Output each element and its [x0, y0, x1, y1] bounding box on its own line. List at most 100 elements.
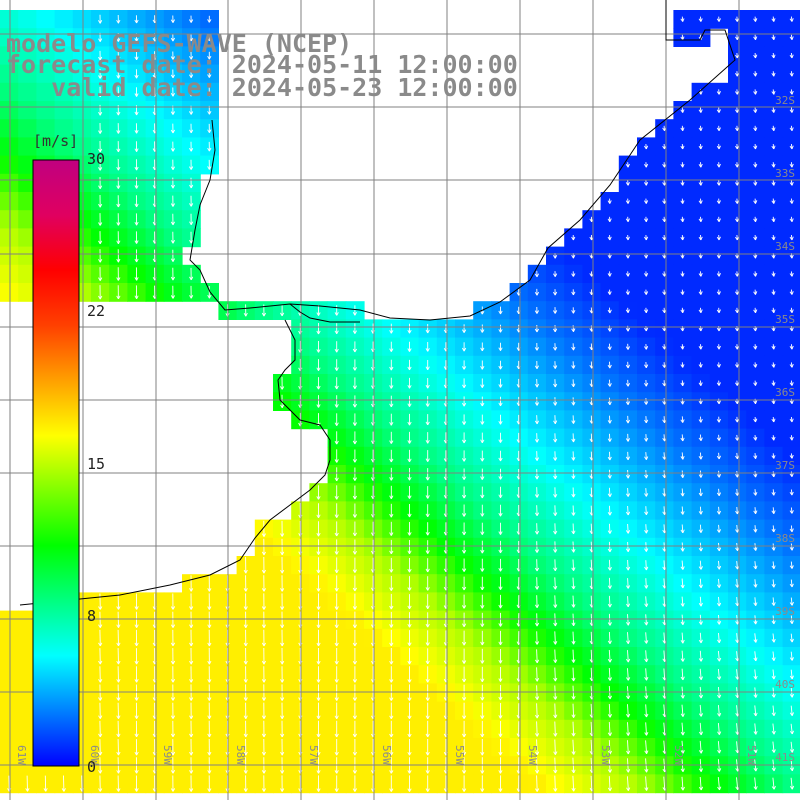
speed-cell [0, 628, 19, 648]
wind-arrow [553, 307, 558, 314]
wind-arrow [789, 52, 794, 59]
wind-speed-field [0, 10, 800, 794]
lon-label: 54W [526, 745, 539, 765]
wind-arrow [189, 267, 194, 281]
wind-arrow [716, 380, 721, 386]
wind-arrow [207, 285, 212, 299]
speed-cell [54, 46, 74, 66]
wind-arrow [571, 397, 576, 406]
wind-arrow [280, 394, 285, 409]
wind-arrow [316, 323, 321, 335]
lat-label: 34S [775, 240, 795, 253]
wind-arrow [680, 344, 685, 350]
wind-arrow [625, 289, 630, 295]
wind-arrow [789, 107, 794, 113]
wind-arrow [680, 362, 685, 368]
wind-arrow [625, 361, 631, 369]
wind-arrow [771, 16, 776, 22]
speed-cell [54, 137, 74, 157]
wind-arrow [407, 323, 412, 334]
wind-arrow [407, 377, 412, 389]
wind-arrow [789, 234, 794, 241]
wind-arrow [753, 198, 758, 204]
wind-arrow [407, 359, 412, 371]
lat-label: 38S [775, 532, 795, 545]
colorbar-unit: [m/s] [33, 132, 79, 150]
wind-arrow [771, 307, 776, 314]
speed-cell [0, 683, 19, 703]
wind-arrow [116, 213, 121, 226]
wind-arrow [753, 34, 758, 41]
wind-arrow [607, 397, 612, 406]
wind-arrow [280, 376, 285, 390]
wind-arrow [116, 285, 121, 300]
wind-arrow [498, 306, 503, 315]
speed-cell [0, 119, 19, 138]
wind-arrow [753, 16, 758, 22]
wind-arrow [425, 378, 430, 389]
lon-label: 53W [599, 745, 612, 765]
wind-arrow [789, 380, 794, 386]
wind-arrow [607, 361, 612, 369]
wind-arrow [753, 107, 758, 113]
speed-cell [72, 46, 92, 66]
speed-cell [54, 101, 74, 120]
wind-arrow [625, 234, 630, 241]
wind-arrow [789, 180, 794, 186]
speed-cell [0, 28, 19, 47]
wind-arrow [553, 397, 558, 406]
wind-arrow [534, 306, 539, 314]
wind-arrow [698, 362, 703, 368]
wind-arrow [716, 216, 721, 223]
wind-arrow [134, 15, 139, 24]
wind-arrow [170, 69, 175, 79]
wind-arrow [98, 158, 103, 171]
wind-arrow [207, 123, 212, 133]
wind-arrow [789, 143, 794, 150]
wind-arrow [553, 325, 558, 333]
wind-arrow [334, 305, 339, 316]
lat-label: 35S [775, 313, 795, 326]
wind-arrow [625, 271, 630, 277]
wind-arrow [771, 143, 776, 150]
wind-arrow [498, 342, 503, 351]
lon-label: 56W [380, 745, 393, 765]
speed-cell [18, 647, 37, 666]
speed-cell [72, 137, 92, 157]
wind-arrow [189, 51, 194, 60]
wind-arrow [98, 249, 103, 263]
wind-arrow [771, 162, 776, 168]
speed-cell [72, 10, 92, 29]
wind-arrow [735, 289, 740, 295]
wind-arrow [334, 341, 339, 353]
wind-arrow [716, 289, 721, 295]
wind-arrow [116, 195, 121, 208]
wind-arrow [753, 89, 758, 95]
wind-arrow [680, 34, 685, 41]
wind-arrow [680, 380, 685, 387]
wind-arrow [735, 34, 740, 41]
speed-cell [36, 101, 56, 120]
wind-arrow [389, 359, 394, 371]
wind-arrow [680, 198, 685, 204]
speed-cell [18, 665, 37, 684]
wind-arrow [771, 234, 776, 241]
wind-arrow [134, 51, 139, 61]
speed-cell [18, 719, 37, 739]
wind-arrow [789, 71, 794, 77]
wind-arrow [170, 159, 175, 171]
wind-arrow [316, 359, 321, 371]
speed-cell [0, 82, 19, 102]
wind-arrow [334, 323, 339, 335]
wind-arrow [753, 216, 758, 223]
wind-arrow [771, 198, 776, 204]
wind-arrow [735, 16, 740, 22]
wind-arrow [644, 379, 649, 387]
speed-cell [0, 647, 19, 666]
colorbar [32, 159, 80, 767]
speed-cell [0, 283, 19, 302]
wind-arrow [644, 216, 649, 223]
wind-arrow [680, 162, 685, 168]
wind-arrow [680, 107, 685, 113]
